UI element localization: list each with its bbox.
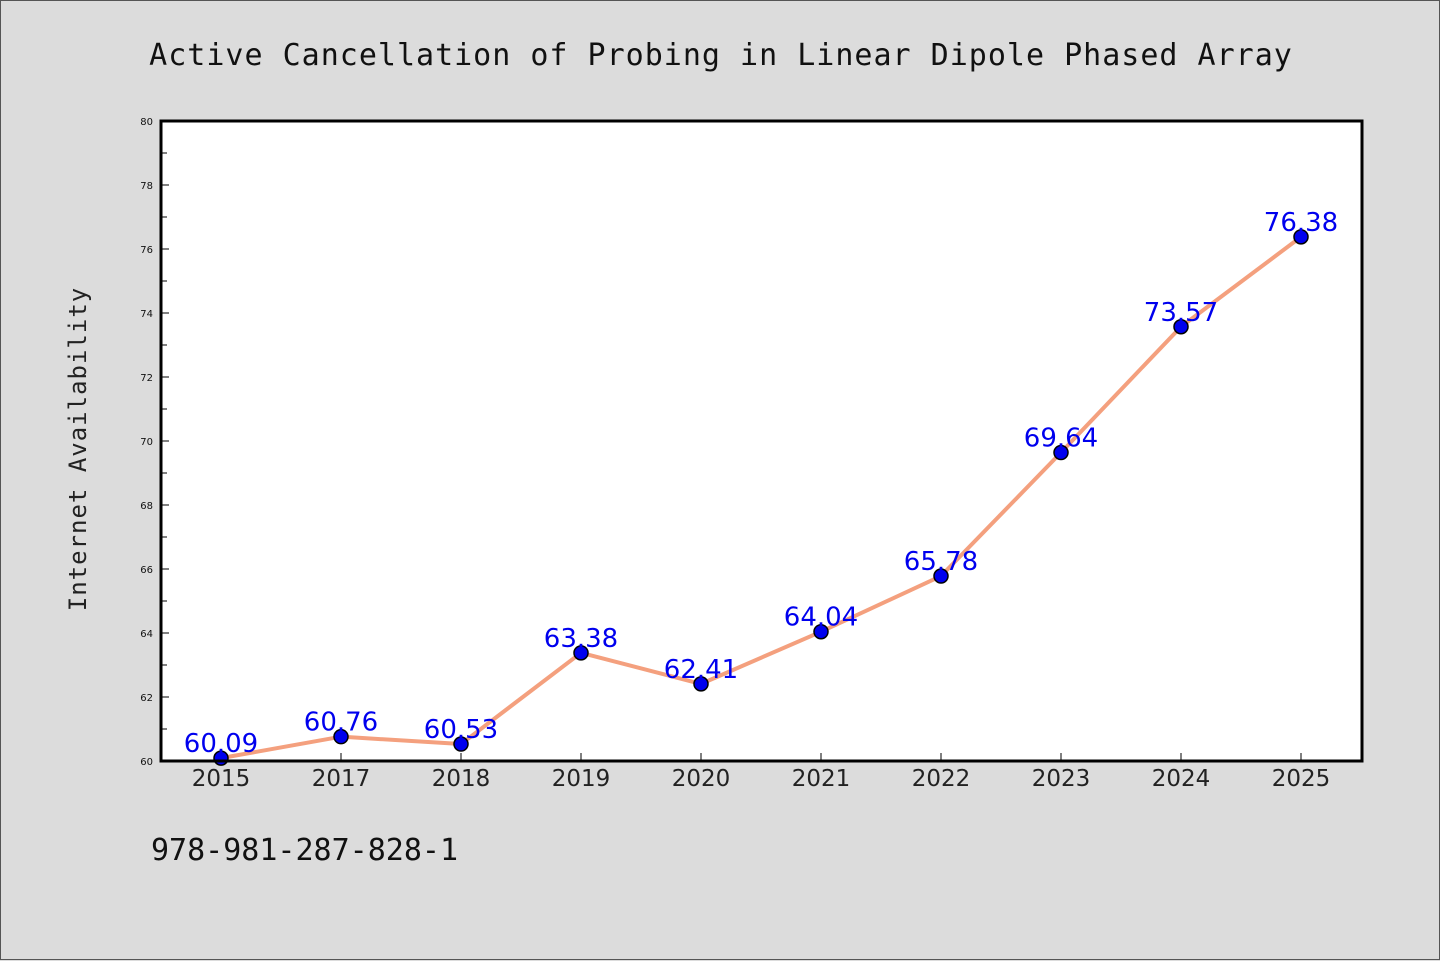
series-line bbox=[219, 234, 1303, 761]
y-tick-label: 64 bbox=[140, 629, 153, 640]
plot-border bbox=[159, 119, 1364, 763]
y-tick-label: 74 bbox=[140, 309, 153, 320]
x-tick-label: 2025 bbox=[1272, 766, 1331, 792]
y-tick-label: 76 bbox=[140, 245, 153, 256]
data-label: 60.53 bbox=[424, 715, 498, 745]
data-label: 60.76 bbox=[304, 708, 378, 738]
x-tick-label: 2022 bbox=[912, 766, 971, 792]
data-label: 62.41 bbox=[664, 655, 738, 685]
data-point bbox=[813, 623, 829, 640]
x-tick-label: 2021 bbox=[792, 766, 851, 792]
y-tick-label: 70 bbox=[140, 437, 153, 448]
x-tick-label: 2023 bbox=[1032, 766, 1091, 792]
isbn-text: 978-981-287-828-1 bbox=[151, 833, 459, 868]
x-tick-label: 2019 bbox=[552, 766, 611, 792]
plot-area bbox=[161, 121, 1362, 761]
data-point bbox=[573, 645, 589, 661]
y-tick-label: 62 bbox=[140, 693, 153, 704]
data-label: 63.38 bbox=[544, 624, 618, 654]
x-axis-ticks: 2015 2017 2018 2019 2020 2021 2022 2023 2024 2025 bbox=[192, 753, 1331, 792]
data-label: 64.04 bbox=[784, 603, 858, 633]
data-point bbox=[1173, 319, 1189, 335]
data-point bbox=[1053, 444, 1069, 461]
data-label: 69.64 bbox=[1024, 424, 1098, 454]
y-tick-label: 66 bbox=[140, 565, 153, 576]
x-tick-label: 2017 bbox=[312, 766, 371, 792]
data-point bbox=[1293, 229, 1309, 245]
x-tick-label: 2015 bbox=[192, 766, 251, 792]
data-point bbox=[693, 676, 709, 692]
y-tick-label: 78 bbox=[140, 181, 153, 192]
x-tick-label: 2024 bbox=[1152, 766, 1211, 792]
x-tick-label: 2020 bbox=[672, 766, 731, 792]
y-axis-label: Internet Availability bbox=[64, 287, 92, 611]
data-point bbox=[333, 728, 349, 745]
series-markers bbox=[213, 229, 1309, 766]
y-tick-label: 60 bbox=[140, 757, 153, 768]
y-tick-label: 72 bbox=[140, 373, 153, 384]
y-tick-label: 80 bbox=[140, 117, 153, 128]
data-labels: 60.09 60.76 60.53 63.38 62.41 64.04 65.78 69.64… bbox=[184, 208, 1338, 759]
data-label: 60.09 bbox=[184, 729, 258, 759]
x-tick-label: 2018 bbox=[432, 766, 491, 792]
data-label: 76.38 bbox=[1264, 208, 1338, 238]
data-point bbox=[933, 568, 949, 584]
y-axis-ticks: 60 62 64 66 68 70 72 74 76 78 80 bbox=[140, 117, 169, 768]
y-tick-label: 68 bbox=[140, 501, 153, 512]
data-label: 65.78 bbox=[904, 547, 978, 577]
chart-title: Active Cancellation of Probing in Linear… bbox=[149, 38, 1293, 73]
data-label: 73.57 bbox=[1144, 298, 1218, 328]
data-point bbox=[453, 736, 469, 752]
